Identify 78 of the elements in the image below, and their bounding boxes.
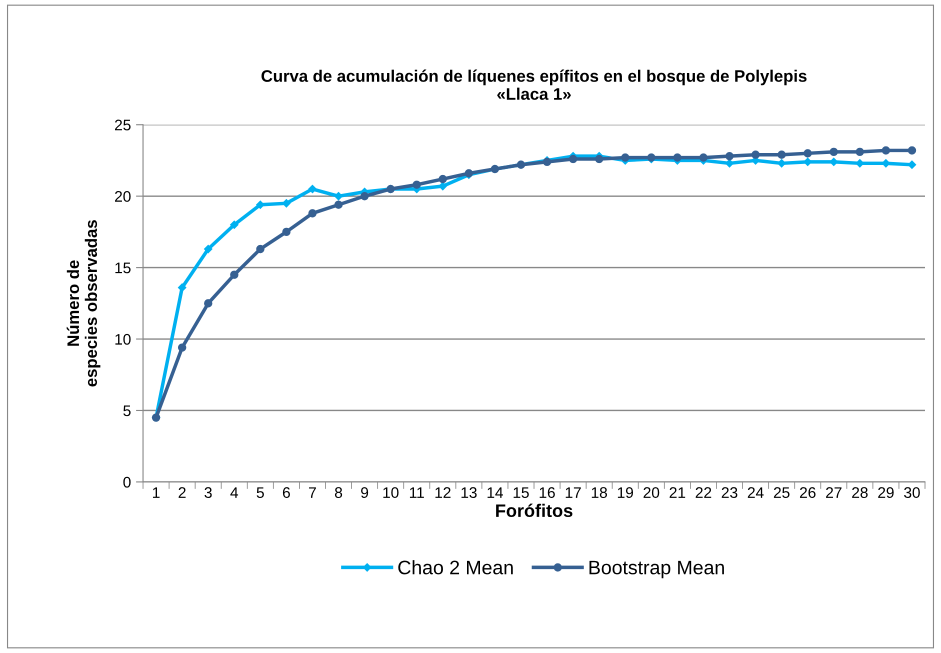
- point: [412, 180, 421, 189]
- x-tick-label: 19: [618, 487, 634, 498]
- x-tick-label: 23: [722, 487, 738, 498]
- x-tick-label: 30: [904, 487, 920, 498]
- y-axis-title: Número de especies observadas: [66, 220, 100, 387]
- legend-label: Chao 2 Mean: [398, 560, 513, 574]
- x-tick-label: 3: [204, 487, 212, 498]
- point: [778, 159, 786, 168]
- x-tick-label: 2: [178, 487, 186, 498]
- point: [830, 148, 838, 156]
- point: [282, 199, 291, 208]
- x-tick-label: 7: [308, 487, 316, 498]
- x-tick-label: 24: [748, 487, 764, 498]
- point: [725, 152, 734, 160]
- point: [282, 228, 291, 236]
- x-tick-label: 9: [361, 487, 368, 498]
- point: [178, 283, 186, 292]
- chart-title: Curva de acumulación de líquenes epífitos en el bosque de Polylepis «Llaca 1»: [262, 70, 807, 100]
- x-tick-label: 14: [488, 487, 503, 498]
- x-tick-label: 22: [696, 487, 712, 498]
- point: [882, 146, 890, 155]
- point: [360, 192, 369, 200]
- point: [334, 192, 343, 200]
- point: [830, 158, 838, 166]
- point: [673, 153, 682, 162]
- point: [230, 220, 238, 229]
- x-tick-label: 27: [826, 487, 842, 498]
- x-tick-label: 15: [514, 487, 529, 498]
- x-tick-label: 10: [383, 487, 399, 498]
- y-tick-label: 20: [115, 191, 131, 202]
- x-tick-label: 8: [334, 487, 342, 498]
- x-tick-label: 28: [852, 487, 868, 498]
- point: [568, 154, 578, 164]
- point: [308, 184, 317, 194]
- point: [438, 174, 447, 184]
- x-tick-label: 25: [774, 487, 790, 498]
- point: [908, 146, 916, 155]
- x-tick-label: 12: [435, 487, 451, 498]
- x-tick-label: 13: [462, 487, 477, 498]
- x-tick-label: 11: [410, 487, 424, 498]
- y-tick-label: 5: [123, 406, 131, 416]
- x-tick-label: 6: [282, 487, 290, 498]
- point: [777, 150, 786, 159]
- point: [334, 200, 343, 209]
- point: [804, 149, 812, 158]
- x-tick-label: 17: [566, 487, 581, 498]
- point: [256, 244, 264, 254]
- y-tick-label: 15: [115, 262, 131, 274]
- legend-label: Bootstrap Mean: [590, 560, 724, 578]
- point: [308, 209, 317, 218]
- point: [856, 159, 864, 168]
- point: [204, 299, 212, 308]
- point: [725, 159, 734, 168]
- point: [438, 182, 447, 190]
- y-tick-label: 10: [115, 334, 131, 345]
- x-tick-label: 5: [256, 487, 264, 498]
- x-axis-title: Forófitos: [496, 504, 572, 518]
- point: [908, 160, 916, 169]
- point: [621, 153, 630, 162]
- x-tick-label: 21: [670, 487, 686, 498]
- x-tick-label: 18: [592, 487, 608, 498]
- point: [856, 148, 864, 156]
- y-tick-label: 0: [123, 476, 131, 488]
- point: [804, 158, 812, 166]
- point: [751, 150, 760, 159]
- point: [699, 153, 708, 162]
- point: [204, 244, 212, 254]
- x-tick-label: 20: [644, 487, 660, 498]
- point: [595, 154, 604, 164]
- point: [230, 270, 238, 279]
- x-tick-label: 26: [800, 487, 816, 498]
- x-tick-label: 4: [230, 487, 238, 498]
- y-tick-label: 25: [115, 120, 131, 130]
- x-tick-label: 29: [878, 487, 894, 498]
- point: [178, 343, 186, 352]
- x-tick-label: 16: [540, 487, 555, 498]
- point: [256, 200, 264, 209]
- x-tick-label: 1: [152, 487, 160, 498]
